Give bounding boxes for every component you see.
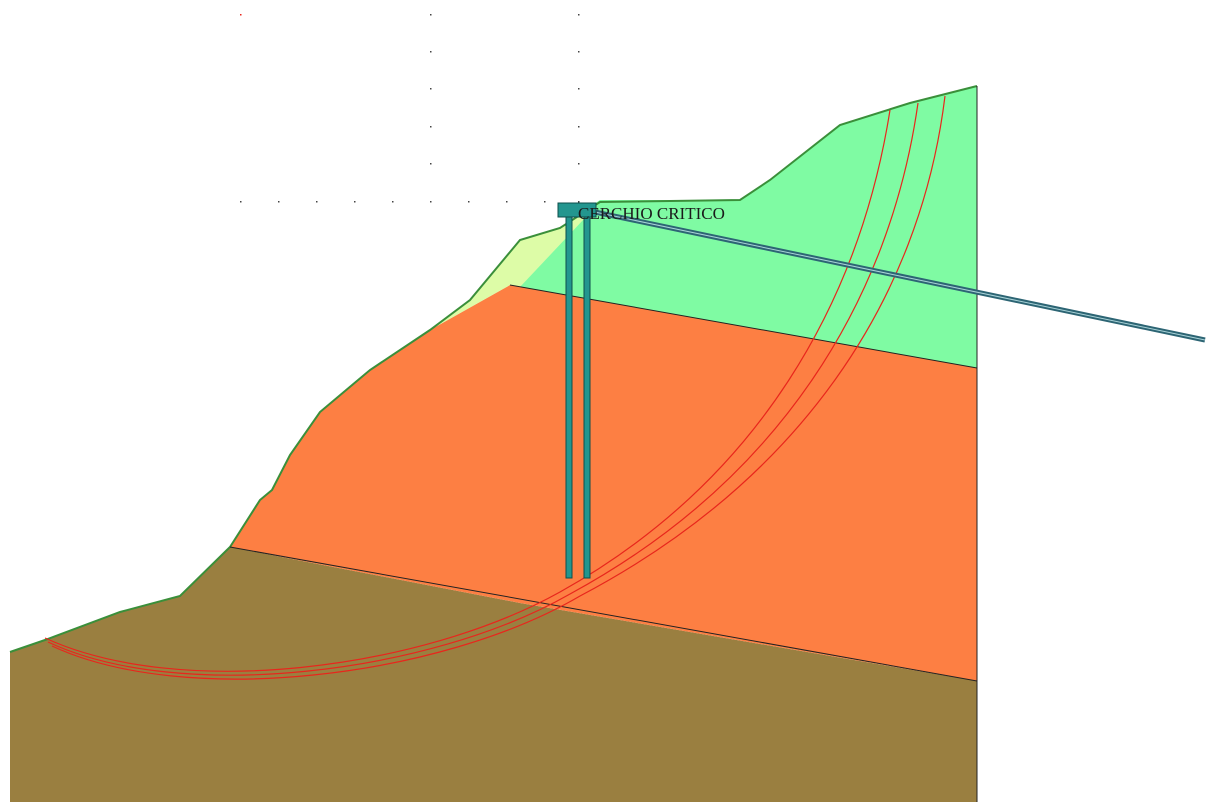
- grid-dot: [430, 126, 432, 128]
- grid-dot: [578, 163, 580, 165]
- grid-dot: [544, 201, 546, 203]
- layer-boundary-lower: [229, 546, 978, 682]
- tieback-anchor-core: [589, 210, 1206, 341]
- grid-dot: [430, 51, 432, 53]
- grid-dot: [278, 201, 280, 203]
- bottom-soil-layer: [10, 547, 977, 802]
- grid-dot: [354, 201, 356, 203]
- grid-dot: [578, 201, 580, 203]
- middle-soil-layer: [230, 285, 977, 681]
- grid-dot: [430, 163, 432, 165]
- grid-dot: [578, 88, 580, 90]
- grid-dot: [316, 201, 318, 203]
- grid-dot: [430, 88, 432, 90]
- grid-dot: [506, 201, 508, 203]
- critical-circle-label: CERCHIO CRITICO: [578, 204, 725, 223]
- slip-surface-2: [47, 102, 919, 676]
- grid-dot: [240, 14, 242, 16]
- grid-dot: [430, 14, 432, 16]
- search-grid: [240, 14, 580, 203]
- grid-dot: [578, 126, 580, 128]
- grid-dot: [240, 201, 242, 203]
- grid-dot: [578, 14, 580, 16]
- pile-right: [583, 215, 591, 579]
- grid-dot: [578, 51, 580, 53]
- slip-surface-1: [44, 109, 891, 672]
- grid-dot: [430, 201, 432, 203]
- grid-dot: [468, 201, 470, 203]
- grid-dot: [392, 201, 394, 203]
- ground-surface-line: [9, 85, 978, 653]
- pile-cap: [557, 202, 597, 218]
- pile-left: [565, 215, 573, 579]
